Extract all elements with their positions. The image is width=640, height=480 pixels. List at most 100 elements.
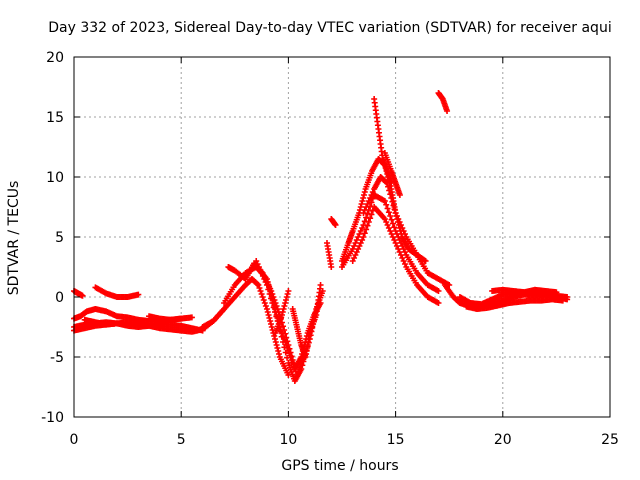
series-track xyxy=(360,174,453,288)
data-point xyxy=(444,108,451,114)
data-point xyxy=(365,219,372,225)
data-point xyxy=(396,192,403,198)
data-point xyxy=(256,285,263,291)
data-point xyxy=(361,230,368,237)
data-point xyxy=(299,362,306,369)
x-tick-label: 15 xyxy=(387,432,405,448)
series-track xyxy=(339,192,442,294)
data-point xyxy=(266,291,273,297)
x-axis-label: GPS time / hours xyxy=(281,458,398,474)
series-track xyxy=(381,150,403,198)
data-point xyxy=(289,357,296,363)
data-point xyxy=(390,202,397,209)
data-point xyxy=(255,282,262,288)
data-point xyxy=(388,195,395,201)
data-point xyxy=(272,339,279,345)
data-point xyxy=(261,300,268,306)
data-point xyxy=(367,215,374,222)
data-point xyxy=(281,344,288,351)
data-point xyxy=(259,294,266,300)
data-point xyxy=(388,216,395,223)
data-point xyxy=(268,324,275,330)
data-point xyxy=(383,201,390,208)
y-tick-label: -5 xyxy=(50,350,64,366)
y-tick-label: 20 xyxy=(46,50,64,66)
y-tick-label: 15 xyxy=(46,110,64,126)
data-point xyxy=(280,339,287,345)
data-point xyxy=(389,220,396,227)
data-point xyxy=(385,209,392,216)
data-point xyxy=(360,195,367,201)
y-tick-label: 0 xyxy=(55,290,64,306)
y-axis-label: SDTVAR / TECUs xyxy=(6,181,22,296)
x-tick-label: 10 xyxy=(279,432,297,448)
data-point xyxy=(381,198,388,204)
data-point xyxy=(282,330,289,337)
data-point xyxy=(267,295,274,302)
series-track xyxy=(435,90,451,114)
data-point xyxy=(272,336,278,342)
data-point xyxy=(284,291,291,297)
y-tick-label: 10 xyxy=(46,170,64,186)
data-point xyxy=(269,300,276,306)
y-tick-labels: -10 -5 0 5 10 15 20 xyxy=(41,50,64,426)
series-track xyxy=(323,240,335,270)
data-point xyxy=(391,206,398,213)
data-point xyxy=(135,291,142,298)
series-track xyxy=(71,288,86,299)
data-point xyxy=(332,222,339,228)
y-tick-label: -10 xyxy=(41,410,64,426)
data-point xyxy=(188,314,195,321)
data-point xyxy=(435,288,442,294)
series-track xyxy=(371,96,395,186)
data-point xyxy=(285,342,292,348)
data-point xyxy=(284,354,291,361)
series-track xyxy=(146,313,195,323)
chart-title: Day 332 of 2023, Sidereal Day-to-day VTE… xyxy=(48,20,611,36)
data-point xyxy=(113,320,120,327)
data-point xyxy=(265,312,272,318)
data-point xyxy=(262,303,269,309)
data-point xyxy=(559,297,566,304)
data-point xyxy=(281,327,288,333)
series-track xyxy=(328,216,339,228)
data-point xyxy=(264,309,271,315)
data-point xyxy=(273,342,280,348)
data-point xyxy=(279,309,286,315)
data-point xyxy=(257,288,264,294)
data-point xyxy=(282,349,289,356)
data-point xyxy=(281,303,288,309)
data-point xyxy=(385,183,392,190)
data-point xyxy=(389,198,396,205)
data-point xyxy=(266,315,273,321)
data-point xyxy=(280,306,287,312)
data-point xyxy=(272,309,278,315)
data-point xyxy=(275,348,282,354)
data-point xyxy=(79,292,86,299)
y-tick-label: 5 xyxy=(55,230,64,246)
data-point xyxy=(359,198,366,204)
data-point xyxy=(317,282,324,288)
data-point xyxy=(286,345,293,352)
data-point xyxy=(282,297,289,303)
data-point xyxy=(290,360,297,367)
series-track xyxy=(289,282,324,360)
data-point xyxy=(391,224,398,231)
data-point xyxy=(258,291,265,297)
data-point xyxy=(386,187,393,194)
data-point xyxy=(283,294,290,300)
data-point xyxy=(298,366,305,372)
data-point xyxy=(360,234,367,240)
x-tick-label: 25 xyxy=(601,432,619,448)
data-point xyxy=(270,304,277,311)
data-point xyxy=(360,192,367,198)
data-point xyxy=(328,264,335,270)
data-point xyxy=(288,353,295,360)
data-point xyxy=(267,321,274,327)
data-point xyxy=(564,296,571,303)
series-track xyxy=(463,296,566,312)
data-point xyxy=(358,201,365,207)
data-point xyxy=(278,312,285,318)
data-point xyxy=(263,282,270,288)
